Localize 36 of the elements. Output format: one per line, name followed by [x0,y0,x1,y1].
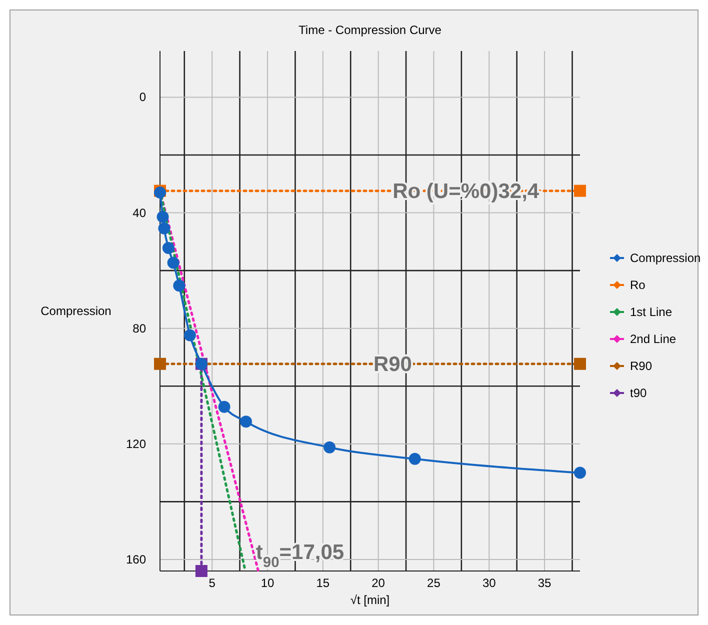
point [158,222,170,234]
y-tick-label: 80 [132,321,146,336]
point [218,400,230,413]
point [173,280,186,292]
point [574,184,586,197]
chart-title: Time - Compression Curve [298,23,442,37]
point [408,452,421,465]
y-tick-label: 40 [132,206,146,220]
point [574,466,586,479]
legend-label: t90 [630,386,648,400]
point [195,565,208,577]
legend-label: Compression [630,251,701,265]
legend-label: R90 [630,359,652,373]
x-tick-label: 10 [260,576,274,590]
point [324,441,336,454]
point [162,242,174,254]
x-axis-title: √t [min] [350,593,390,607]
point [240,416,252,428]
legend-label: 1st Line [630,305,672,319]
x-tick-label: 20 [372,576,386,590]
point [154,358,166,370]
x-tick-label: 5 [208,576,216,590]
y-axis-title: Compression [40,304,112,318]
y-tick-label: 160 [126,552,146,566]
point [156,210,169,223]
point [167,256,180,269]
x-tick-label: 35 [538,576,552,590]
legend-label: Ro [630,278,646,292]
point [574,358,586,370]
x-tick-label: 15 [316,576,330,590]
point [184,329,196,342]
y-tick-label: 120 [126,436,146,451]
x-tick-label: 25 [427,576,441,590]
legend-label: 2nd Line [630,332,676,346]
y-tick-label: 0 [139,90,146,104]
x-tick-label: 30 [482,576,496,590]
